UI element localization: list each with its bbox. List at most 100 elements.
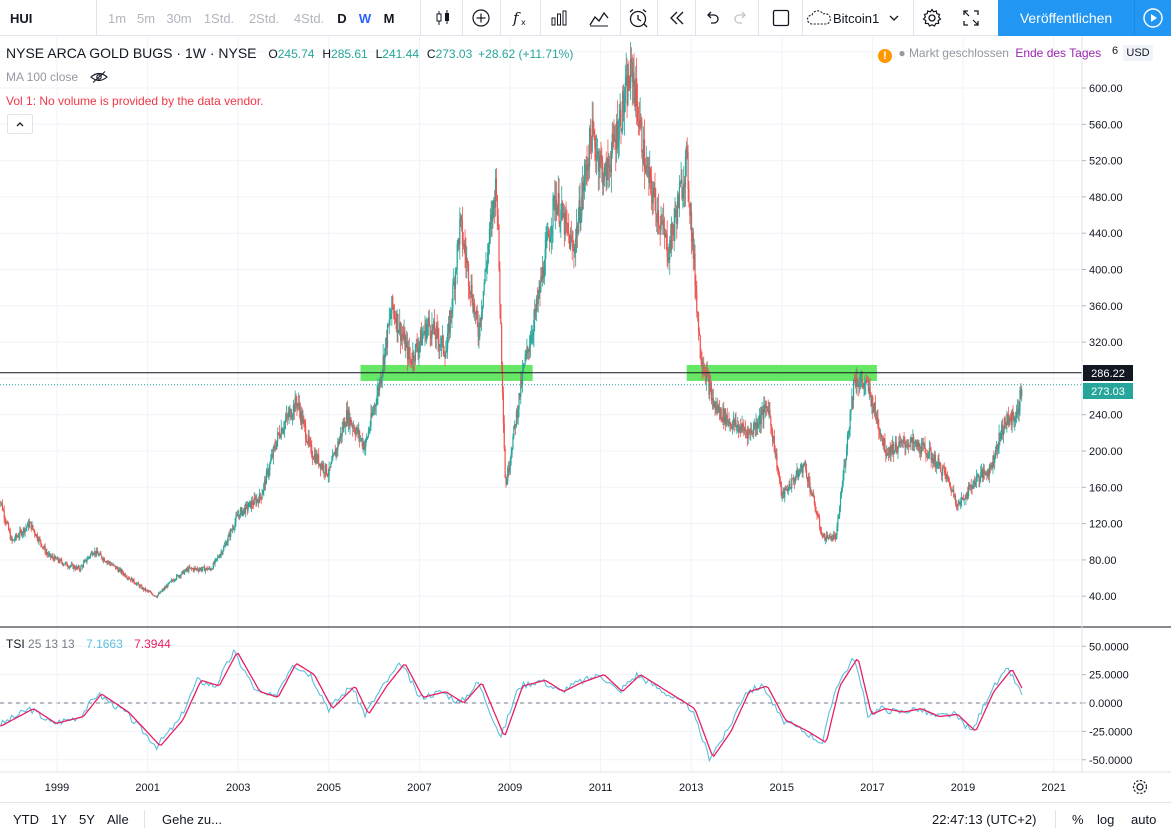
price-candle [228, 531, 230, 537]
price-candle [871, 395, 873, 414]
price-candle [5, 518, 7, 526]
time-axis[interactable]: 1999 2001 2003 2005 2007 2009 2011 2013 2015 2017… [45, 782, 1066, 794]
price-axis[interactable]: 600.00 560.00 520.00 480.00 440.00 400.00 360.… [1082, 83, 1123, 603]
price-candle [183, 569, 185, 575]
price-candle [747, 425, 749, 445]
price-candle [992, 455, 994, 475]
price-candle [693, 238, 695, 270]
price-candle [244, 502, 247, 518]
tsi-legend[interactable]: TSI 25 13 13 7.1663 7.3944 [6, 637, 171, 651]
price-candle [172, 578, 174, 582]
alert-clock-icon[interactable] [620, 0, 656, 36]
interval-4h[interactable]: 4Std. [293, 10, 325, 26]
price-candle [54, 553, 56, 562]
percent-scale-toggle[interactable]: % [1072, 811, 1084, 827]
fullscreen-toggle-icon[interactable] [763, 0, 799, 36]
range-1y[interactable]: 1Y [51, 811, 67, 827]
clock-timezone[interactable]: 22:47:13 (UTC+2) [932, 811, 1037, 827]
interval-30m[interactable]: 30m [166, 10, 192, 26]
currency-badge[interactable]: USD [1123, 45, 1153, 61]
price-candle [305, 418, 307, 447]
price-candle [64, 561, 66, 567]
interval-5m[interactable]: 5m [136, 10, 156, 26]
tsi-lines [0, 648, 1023, 763]
price-candle [698, 327, 700, 336]
auto-scale-toggle[interactable]: auto [1131, 811, 1157, 827]
candles-icon[interactable] [426, 0, 460, 36]
eye-hidden-icon[interactable] [89, 70, 109, 84]
price-candle [932, 452, 934, 470]
price-candle [40, 539, 42, 548]
price-candle [324, 471, 326, 481]
price-candle [287, 406, 289, 421]
range-5y[interactable]: 5Y [79, 811, 95, 827]
chart-canvas[interactable]: 600.00 560.00 520.00 480.00 440.00 400.00 360.… [0, 0, 1171, 802]
range-ytd[interactable]: YTD [13, 811, 39, 827]
price-candle [68, 565, 70, 569]
financials-icon[interactable] [541, 0, 577, 36]
publish-menu-button[interactable] [1134, 0, 1171, 36]
collapse-legend-button[interactable] [7, 114, 33, 134]
replay-icon[interactable] [659, 0, 695, 36]
price-candle [974, 475, 976, 488]
price-candle [669, 236, 671, 275]
price-candle [1000, 430, 1002, 442]
interval-day[interactable]: D [337, 10, 347, 26]
undo-icon[interactable] [698, 0, 726, 36]
price-candle [570, 220, 572, 243]
settings-gear-icon[interactable] [914, 0, 950, 36]
interval-month[interactable]: M [383, 10, 395, 26]
price-candle [933, 454, 935, 468]
market-status[interactable]: ! ● Markt geschlossen Ende des Tages [878, 46, 1101, 63]
tsi-axis[interactable]: 50.0000 25.0000 0.0000 -25.0000 -50.0000 [1082, 641, 1132, 767]
templates-icon[interactable] [580, 0, 618, 36]
price-candle [62, 563, 65, 567]
price-candle [278, 431, 280, 436]
price-candle [970, 478, 972, 494]
redo-icon[interactable] [727, 0, 755, 36]
price-candle [670, 216, 673, 257]
price-candle [174, 579, 176, 582]
interval-1h[interactable]: 1Std. [203, 10, 235, 26]
interval-week[interactable]: W [358, 10, 372, 26]
price-candle [892, 435, 894, 457]
price-tick-label: 440.00 [1089, 228, 1123, 240]
price-candle [682, 186, 684, 209]
price-candle [451, 298, 453, 328]
price-candle [1021, 385, 1023, 402]
log-scale-toggle[interactable]: log [1097, 811, 1115, 827]
ma-legend[interactable]: MA 100 close [6, 70, 109, 84]
price-candle [151, 592, 153, 596]
symbol-legend[interactable]: NYSE ARCA GOLD BUGS · 1W · NYSE O245.74 … [6, 45, 573, 61]
symbol-search-button[interactable]: HUI [0, 0, 96, 36]
goto-date-button[interactable]: Gehe zu... [162, 811, 222, 827]
price-candle [821, 532, 823, 539]
price-candle [424, 315, 426, 347]
price-candle [780, 481, 782, 499]
price-candle [529, 330, 531, 358]
price-candle [594, 128, 596, 162]
range-all[interactable]: Alle [107, 811, 129, 827]
price-candle [197, 567, 200, 574]
price-candle [950, 486, 952, 497]
layout-menu-button[interactable]: Bitcoin1 [805, 0, 913, 36]
interval-2h[interactable]: 2Std. [248, 10, 280, 26]
price-candle [141, 584, 143, 590]
expand-icon[interactable] [953, 0, 989, 36]
price-candle [464, 229, 466, 268]
price-candle [28, 519, 30, 531]
price-candle [754, 422, 756, 437]
price-candle [805, 463, 808, 479]
price-candle [379, 371, 382, 388]
price-candle [983, 464, 985, 480]
publish-button[interactable]: Veröffentlichen [998, 0, 1134, 36]
price-candle [1007, 412, 1009, 426]
price-candle [838, 513, 840, 519]
last-price-text: 273.03 [1091, 386, 1125, 398]
price-candle [619, 93, 621, 127]
chart-settings-gear-icon[interactable] [1132, 779, 1148, 795]
add-compare-icon[interactable] [464, 0, 498, 36]
interval-1m[interactable]: 1m [107, 10, 127, 26]
price-candle [490, 200, 492, 238]
